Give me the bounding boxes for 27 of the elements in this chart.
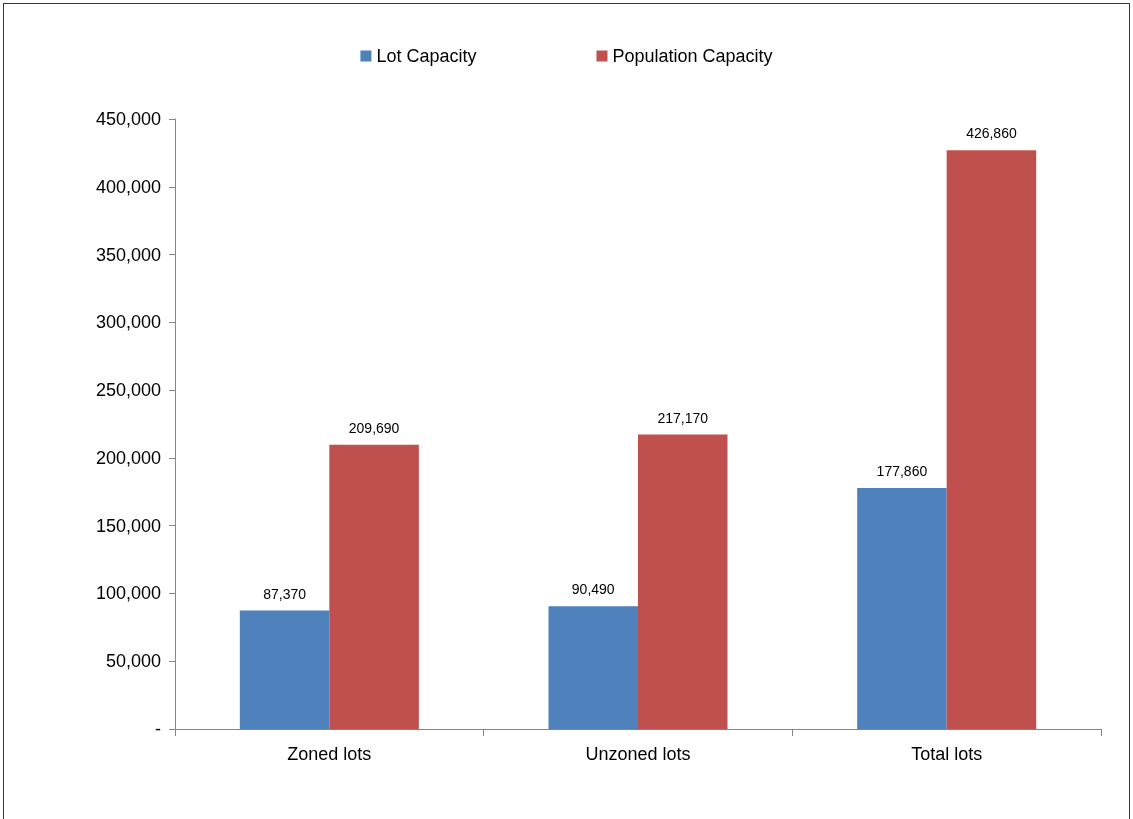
x-tick-label: Unzoned lots xyxy=(585,744,691,764)
bar xyxy=(946,150,1037,729)
bar xyxy=(638,434,728,729)
y-tick-label: 200,000 xyxy=(95,447,161,468)
data-label: 426,860 xyxy=(966,125,1017,142)
bar xyxy=(329,444,419,729)
data-label: 87,370 xyxy=(263,585,307,602)
data-label: 177,860 xyxy=(876,462,928,479)
x-tick-label: Total lots xyxy=(911,744,983,764)
y-tick-label: 300,000 xyxy=(95,312,161,333)
data-label: 209,690 xyxy=(348,419,400,436)
bar xyxy=(857,487,947,729)
data-label: 90,490 xyxy=(571,581,615,598)
y-tick-label: 350,000 xyxy=(95,244,161,265)
y-tick-label: 100,000 xyxy=(95,583,161,604)
y-tick-label: 50,000 xyxy=(105,651,161,672)
y-tick-label: 250,000 xyxy=(95,380,161,401)
y-tick-label: - xyxy=(155,719,161,739)
legend-label: Population Capacity xyxy=(612,46,773,66)
y-tick-label: 400,000 xyxy=(95,176,161,197)
bar xyxy=(548,606,638,729)
legend-label: Lot Capacity xyxy=(376,46,477,66)
bar xyxy=(239,610,330,729)
x-tick-label: Zoned lots xyxy=(287,744,372,764)
y-tick-label: 450,000 xyxy=(95,109,161,129)
y-tick-label: 150,000 xyxy=(95,515,161,536)
data-label: 217,170 xyxy=(657,409,709,426)
